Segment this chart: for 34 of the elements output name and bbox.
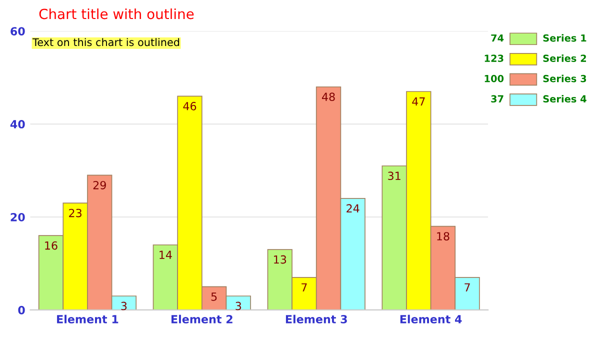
data-label: 47 [412, 97, 425, 106]
legend-label: Series 1 [543, 34, 586, 42]
data-label: 48 [322, 92, 335, 102]
y-tick-label: 0 [18, 306, 25, 314]
chart-title: Chart title with outline [39, 8, 194, 20]
legend-label: Series 4 [543, 95, 586, 103]
legend-label: Series 2 [543, 54, 586, 62]
data-label: 3 [121, 302, 127, 310]
text: 74 [491, 34, 504, 42]
data-label: 14 [160, 250, 172, 259]
y-tick-label: 20 [10, 212, 25, 222]
data-label: 7 [464, 283, 470, 292]
y-tick-label: 60 [10, 27, 25, 36]
x-tick-label: Element 3 [286, 314, 347, 324]
y-tick-label: 40 [10, 120, 25, 128]
x-tick-label: Element 4 [400, 314, 462, 324]
data-label: 29 [93, 180, 106, 190]
annotation: 100 [484, 74, 504, 82]
annotation: Text on this chart is outlined [32, 38, 180, 46]
data-label: 5 [211, 292, 217, 301]
x-tick-label: Element 2 [172, 314, 232, 324]
data-label: 3 [236, 302, 242, 310]
data-label: 46 [183, 102, 196, 110]
annotation: 123 [484, 54, 504, 62]
data-label: 7 [302, 283, 307, 292]
data-label: 23 [69, 208, 82, 218]
data-label: 24 [346, 204, 360, 212]
data-label: 18 [437, 232, 450, 240]
legend-label: Series 3 [543, 74, 586, 82]
text: 37 [491, 95, 504, 103]
data-label: 31 [388, 172, 400, 180]
x-tick-label: Element 1 [57, 314, 118, 324]
data-label: 16 [45, 241, 58, 250]
data-label: 13 [274, 255, 286, 264]
